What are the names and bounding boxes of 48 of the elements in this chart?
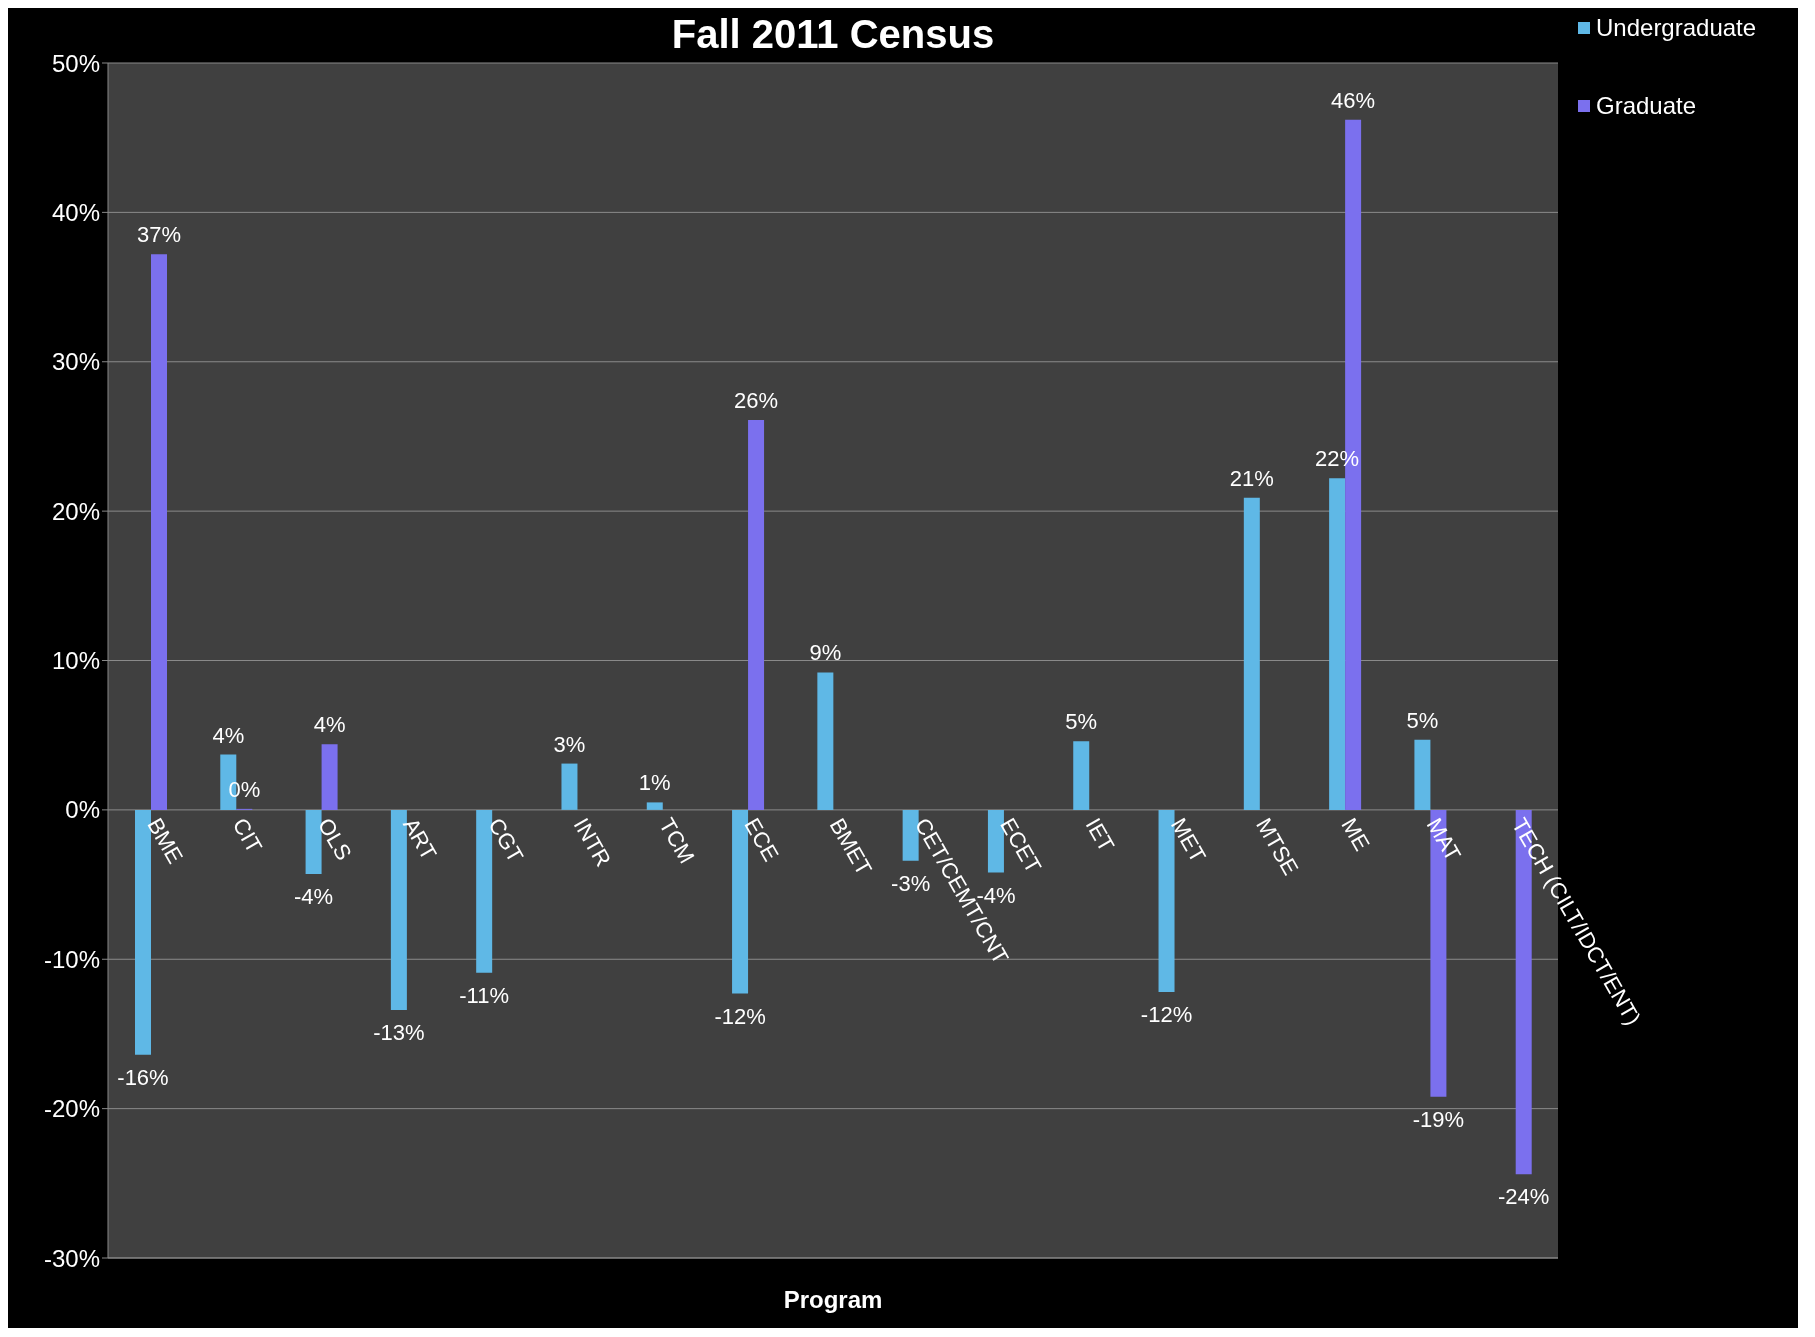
y-tick-label: 50%: [51, 49, 100, 77]
data-label: 26%: [734, 388, 779, 414]
data-label: 9%: [809, 640, 842, 666]
bar: [817, 672, 834, 810]
data-label: 3%: [553, 731, 586, 757]
bar: [305, 809, 322, 875]
y-tick-label: 10%: [51, 647, 100, 675]
bar: [1073, 741, 1090, 810]
bar: [321, 744, 338, 810]
data-label: -12%: [714, 1003, 766, 1029]
y-tick-label: -30%: [43, 1244, 100, 1272]
legend-label: Undergraduate: [1596, 14, 1757, 42]
x-tick-label: ME: [1336, 813, 1375, 855]
data-label: 1%: [638, 770, 671, 796]
bar: [1414, 739, 1431, 810]
chart-title: Fall 2011 Census: [671, 12, 995, 56]
data-label: 4%: [212, 722, 245, 748]
data-label: -13%: [373, 1020, 425, 1046]
data-label: 21%: [1229, 465, 1274, 491]
data-label: 5%: [1406, 707, 1439, 733]
x-tick-label: CIT: [227, 813, 267, 858]
bar: [748, 420, 765, 810]
data-label: -4%: [294, 884, 334, 910]
data-label: -12%: [1140, 1002, 1193, 1028]
bar: [646, 802, 663, 810]
x-axis-title: Program: [783, 1286, 883, 1313]
y-tick-label: 20%: [51, 497, 100, 525]
bar: [561, 763, 578, 810]
y-tick-label: -20%: [43, 1095, 100, 1123]
y-tick-label: -10%: [43, 945, 100, 973]
bar: [902, 809, 919, 861]
data-label: -11%: [459, 982, 510, 1008]
data-label: 4%: [313, 712, 346, 738]
data-label: -24%: [1498, 1184, 1550, 1210]
bar: [1243, 497, 1260, 810]
bar: [1329, 478, 1346, 810]
y-tick-label: 40%: [51, 198, 100, 226]
y-tick-label: 30%: [51, 348, 100, 376]
data-label: 46%: [1331, 87, 1376, 113]
x-tick-label: IET: [1080, 813, 1120, 857]
y-tick-label: 0%: [65, 796, 100, 824]
data-label: 37%: [136, 222, 182, 248]
legend-label: Graduate: [1596, 92, 1697, 120]
bar: [151, 254, 167, 810]
data-label: -19%: [1412, 1106, 1465, 1132]
data-label: 5%: [1065, 709, 1098, 735]
data-label: -16%: [117, 1064, 169, 1090]
x-tick-label: ART: [398, 813, 442, 865]
